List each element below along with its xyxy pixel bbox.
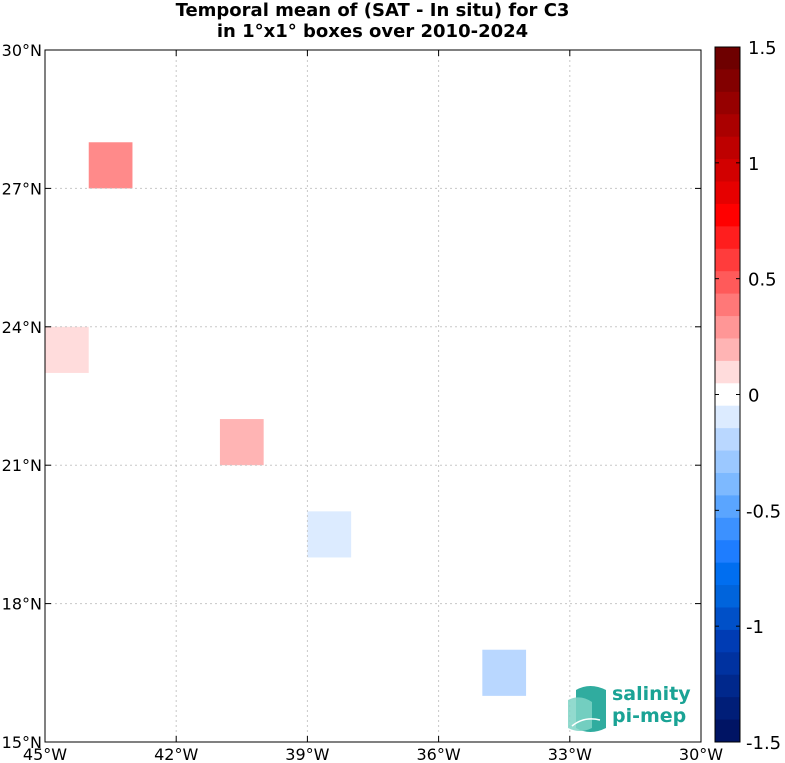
y-tick-label: 30°N <box>2 41 42 60</box>
logo-text-salinity: salinity <box>612 683 691 705</box>
colorbar-segment <box>715 697 740 721</box>
y-tick-label: 21°N <box>2 456 42 475</box>
colorbar-tick-label: 0.5 <box>748 270 777 291</box>
colorbar-segment <box>715 652 740 676</box>
gridlines <box>45 50 701 742</box>
colorbar-segment <box>715 248 740 272</box>
data-box-0 <box>88 142 133 189</box>
logo-text-pimep: pi-mep <box>612 705 686 727</box>
data-box-4 <box>482 649 527 696</box>
colorbar-tick-label: 0 <box>748 386 759 407</box>
data-box-1 <box>45 326 89 373</box>
colorbar-segment <box>715 674 740 698</box>
colorbar: 1.5 1 0.5 0 -0.5 -1 -1.5 <box>714 38 781 754</box>
colorbar-segment <box>715 271 740 295</box>
map-title-line2: in 1°x1° boxes over 2010-2024 <box>216 21 529 42</box>
colorbar-segment <box>715 114 740 138</box>
colorbar-segment <box>715 226 740 250</box>
colorbar-segment <box>715 405 740 429</box>
colorbar-segment <box>715 428 740 452</box>
y-tick-label: 18°N <box>2 595 42 614</box>
map-frame <box>44 49 702 743</box>
colorbar-tick-label: -1 <box>746 617 764 638</box>
y-tick-label: 15°N <box>2 733 42 752</box>
x-tick-label: 30°W <box>679 745 723 763</box>
colorbar-segment <box>715 450 740 474</box>
data-boxes <box>45 142 527 696</box>
colorbar-segment <box>715 629 740 653</box>
x-tick-label: 39°W <box>285 745 329 763</box>
colorbar-segment <box>715 607 740 631</box>
y-tick-label: 24°N <box>2 318 42 337</box>
map-title-line1: Temporal mean of (SAT - In situ) for C3 <box>175 0 570 21</box>
colorbar-segment <box>715 383 740 407</box>
colorbar-tick-label: -0.5 <box>746 501 781 522</box>
colorbar-segment <box>715 159 740 183</box>
colorbar-segment <box>715 316 740 339</box>
colorbar-segment <box>715 719 740 743</box>
colorbar-segment <box>715 562 740 586</box>
colorbar-tick-label: 1.5 <box>748 38 777 59</box>
x-tick-label: 45°W <box>23 745 67 763</box>
colorbar-segment <box>715 91 740 115</box>
x-tick-label: 42°W <box>154 745 198 763</box>
colorbar-segment <box>715 203 740 227</box>
colorbar-segment <box>715 181 740 205</box>
salinity-pi-mep-logo: salinity pi-mep <box>568 683 691 732</box>
colorbar-segment <box>715 540 740 564</box>
colorbar-segment <box>715 338 740 362</box>
colorbar-segment <box>715 47 740 70</box>
colorbar-segment <box>715 136 740 160</box>
colorbar-tick-label: -1.5 <box>746 733 781 754</box>
x-tick-label: 33°W <box>548 745 592 763</box>
colorbar-segment <box>715 495 740 519</box>
x-tick-label: 36°W <box>417 745 461 763</box>
colorbar-segment <box>715 585 740 608</box>
colorbar-tick-label: 1 <box>748 154 759 175</box>
data-box-3 <box>307 511 352 558</box>
colorbar-segment <box>715 472 740 496</box>
axis-ticks: 45°W 42°W 39°W 36°W 33°W 30°W 15°N 18°N 21°N 24°N… <box>2 41 724 763</box>
data-box-2 <box>219 419 264 466</box>
colorbar-segment <box>715 360 740 384</box>
colorbar-segment <box>715 517 740 541</box>
colorbar-segment <box>715 69 740 93</box>
y-tick-label: 27°N <box>2 179 42 198</box>
colorbar-segment <box>715 293 740 317</box>
